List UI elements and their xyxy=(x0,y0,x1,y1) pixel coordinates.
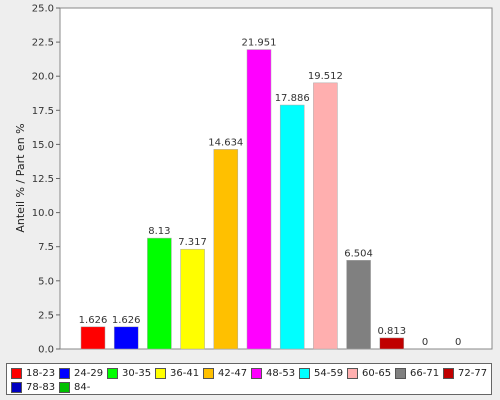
data-label-60-65: 19.512 xyxy=(308,71,343,82)
legend-swatch xyxy=(11,367,22,379)
y-tick-label: 2.5 xyxy=(38,310,54,321)
legend-label: 18-23 xyxy=(26,367,56,379)
bar-48-53 xyxy=(246,49,272,350)
legend-label: 42-47 xyxy=(218,367,248,379)
y-tick-label: 5.0 xyxy=(38,276,54,287)
legend-item-84-: 84- xyxy=(59,380,90,394)
legend-label: 36-41 xyxy=(170,367,200,379)
legend-swatch xyxy=(155,367,166,379)
data-label-78-83: 0 xyxy=(422,337,428,348)
legend-item-24-29: 24-29 xyxy=(59,366,103,380)
data-label-48-53: 21.951 xyxy=(242,38,277,49)
bars xyxy=(80,49,405,350)
legend-swatch xyxy=(203,367,214,379)
legend-swatch xyxy=(59,367,70,379)
legend-swatch xyxy=(299,367,310,379)
legend-label: 66-71 xyxy=(410,367,440,379)
legend-label: 54-59 xyxy=(314,367,344,379)
y-axis-label: Anteil % / Part en % xyxy=(14,123,27,232)
data-labels: 1.626 1.626 8.13 7.317 14.634 21.951 17.886 19.… xyxy=(79,38,462,348)
legend-item-42-47: 42-47 xyxy=(203,366,247,380)
bar-24-29 xyxy=(113,326,139,350)
legend-item-78-83: 78-83 xyxy=(11,380,55,394)
plot-background xyxy=(59,7,493,350)
data-label-84-: 0 xyxy=(455,337,461,348)
legend-swatch xyxy=(395,367,406,379)
legend-label: 30-35 xyxy=(122,367,152,379)
y-tick-label: 12.5 xyxy=(32,174,54,185)
data-label-54-59: 17.886 xyxy=(275,93,310,104)
legend-swatch xyxy=(11,381,22,393)
legend-item-54-59: 54-59 xyxy=(299,366,343,380)
legend-item-66-71: 66-71 xyxy=(395,366,439,380)
y-tick-label: 15.0 xyxy=(32,140,54,151)
data-label-42-47: 14.634 xyxy=(208,137,243,148)
y-tick-label: 0.0 xyxy=(38,345,54,356)
legend-item-36-41: 36-41 xyxy=(155,366,199,380)
bar-18-23 xyxy=(80,326,106,350)
legend-item-72-77: 72-77 xyxy=(443,366,487,380)
y-tick-label: 22.5 xyxy=(32,38,54,49)
bar-30-35 xyxy=(147,237,172,350)
legend-item-60-65: 60-65 xyxy=(347,366,391,380)
y-axis: 0.0 2.5 5.0 7.5 10.0 12.5 15.0 17.5 20.0 22.5 25.0 xyxy=(32,4,60,356)
bar-66-71 xyxy=(346,260,371,350)
legend-item-30-35: 30-35 xyxy=(107,366,151,380)
data-label-72-77: 0.813 xyxy=(377,326,406,337)
data-label-18-23: 1.626 xyxy=(79,315,108,326)
y-tick-label: 17.5 xyxy=(32,106,54,117)
legend-swatch xyxy=(107,367,118,379)
data-label-30-35: 8.13 xyxy=(148,226,170,237)
legend-label: 60-65 xyxy=(362,367,392,379)
data-label-24-29: 1.626 xyxy=(112,315,141,326)
y-tick-label: 7.5 xyxy=(38,242,54,253)
legend-label: 72-77 xyxy=(458,367,488,379)
legend-swatch xyxy=(443,367,454,379)
legend: 18-23 24-29 30-35 36-41 42-47 48-53 54-59 60-65… xyxy=(6,363,492,395)
legend-label: 48-53 xyxy=(266,367,296,379)
bar-72-77 xyxy=(379,337,405,350)
legend-swatch xyxy=(251,367,262,379)
bar-42-47 xyxy=(213,149,239,350)
legend-label: 84- xyxy=(74,381,91,393)
legend-item-18-23: 18-23 xyxy=(11,366,55,380)
legend-label: 24-29 xyxy=(74,367,104,379)
bar-54-59 xyxy=(279,104,305,350)
legend-label: 78-83 xyxy=(26,381,56,393)
y-tick-label: 20.0 xyxy=(32,72,54,83)
legend-swatch xyxy=(59,381,70,393)
data-label-66-71: 6.504 xyxy=(344,248,373,259)
bar-chart: 0.0 2.5 5.0 7.5 10.0 12.5 15.0 17.5 20.0 22.5 25.0… xyxy=(14,4,493,356)
data-label-36-41: 7.317 xyxy=(178,237,207,248)
bar-36-41 xyxy=(180,248,205,350)
y-tick-label: 25.0 xyxy=(32,4,54,15)
bar-60-65 xyxy=(313,82,338,350)
y-tick-label: 10.0 xyxy=(32,208,54,219)
legend-swatch xyxy=(347,367,358,379)
legend-item-48-53: 48-53 xyxy=(251,366,295,380)
